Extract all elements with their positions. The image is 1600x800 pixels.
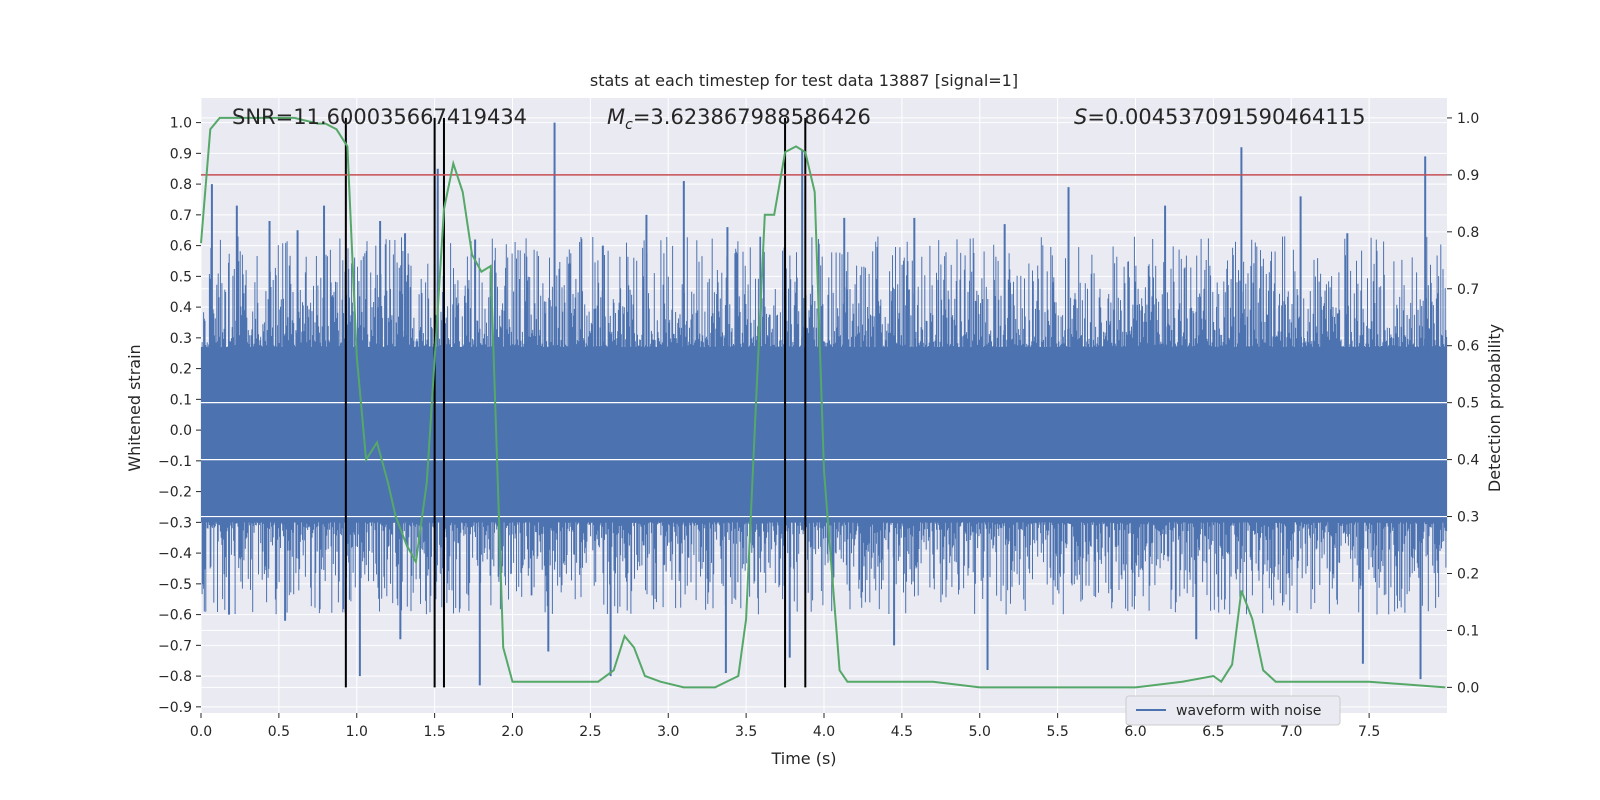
y2-tick-label: 0.7 bbox=[1457, 282, 1479, 298]
x-tick-label: 6.0 bbox=[1124, 724, 1146, 740]
y-tick-label: 0.7 bbox=[170, 208, 192, 224]
y2-tick-label: 0.5 bbox=[1457, 396, 1479, 412]
x-tick-label: 7.0 bbox=[1280, 724, 1302, 740]
y-tick-label: −0.8 bbox=[158, 669, 192, 685]
s-symbol: S bbox=[1074, 105, 1087, 129]
legend-entry-waveform: waveform with noise bbox=[1176, 703, 1321, 719]
x-tick-label: 0.5 bbox=[268, 724, 290, 740]
legend-box bbox=[1125, 695, 1341, 726]
y-axis-label: Whitened strain bbox=[125, 344, 144, 471]
y2-axis-ticks: 0.0 0.1 0.2 0.3 0.4 0.5 0.6 0.7 0.8 0.9 1.0 bbox=[1447, 111, 1479, 696]
x-tick-label: 2.0 bbox=[501, 724, 523, 740]
y-tick-label: 0.3 bbox=[170, 331, 192, 347]
y-tick-label: −0.6 bbox=[158, 608, 192, 624]
chart-title: stats at each timestep for test data 138… bbox=[590, 71, 1018, 90]
x-tick-label: 4.5 bbox=[891, 724, 913, 740]
x-tick-label: 3.0 bbox=[657, 724, 679, 740]
x-tick-label: 0.0 bbox=[190, 724, 212, 740]
y2-tick-label: 0.4 bbox=[1457, 453, 1479, 469]
y-tick-label: 0.8 bbox=[170, 177, 192, 193]
y2-tick-label: 0.8 bbox=[1457, 225, 1479, 241]
y2-tick-label: 0.9 bbox=[1457, 168, 1479, 184]
y-tick-label: 0.1 bbox=[170, 392, 192, 408]
y2-tick-label: 0.3 bbox=[1457, 510, 1479, 526]
x-tick-label: 4.0 bbox=[813, 724, 835, 740]
y-tick-label: 1.0 bbox=[170, 116, 192, 132]
y2-tick-label: 0.2 bbox=[1457, 566, 1479, 582]
y-tick-label: 0.4 bbox=[170, 300, 192, 316]
y2-tick-label: 0.6 bbox=[1457, 339, 1479, 355]
x-tick-label: 6.5 bbox=[1202, 724, 1224, 740]
x-tick-label: 3.5 bbox=[735, 724, 757, 740]
s-annotation: S=0.004537091590464115 bbox=[1074, 105, 1365, 129]
y2-tick-label: 1.0 bbox=[1457, 111, 1479, 127]
mc-annotation: Mc=3.623867988586426 bbox=[607, 105, 871, 133]
probability-line bbox=[200, 116, 1446, 689]
mc-symbol: M bbox=[607, 105, 625, 129]
waveform-trace bbox=[200, 236, 1448, 615]
x-tick-label: 5.5 bbox=[1046, 724, 1068, 740]
y-tick-label: −0.9 bbox=[158, 700, 192, 716]
y-tick-label: −0.1 bbox=[158, 454, 192, 470]
probability-series bbox=[200, 116, 1446, 689]
y-tick-label: 0.2 bbox=[170, 362, 192, 378]
y-tick-label: 0.6 bbox=[170, 239, 192, 255]
y2-tick-label: 0.1 bbox=[1457, 623, 1479, 639]
x-tick-label: 2.5 bbox=[579, 724, 601, 740]
y-tick-label: −0.5 bbox=[158, 577, 192, 593]
x-tick-label: 5.0 bbox=[969, 724, 991, 740]
y-tick-label: −0.4 bbox=[158, 546, 192, 562]
mc-value: =3.623867988586426 bbox=[633, 105, 871, 129]
x-tick-label: 7.5 bbox=[1358, 724, 1380, 740]
y-tick-label: −0.2 bbox=[158, 485, 192, 501]
x-axis-ticks: 0.0 0.5 1.0 1.5 2.0 2.5 3.0 3.5 4.0 4.5 5.0 5.5 6.0 6… bbox=[190, 713, 1380, 740]
mc-subscript: c bbox=[625, 117, 633, 133]
y-tick-label: 0.9 bbox=[170, 146, 192, 162]
y-tick-label: 0.0 bbox=[170, 423, 192, 439]
y-tick-label: −0.3 bbox=[158, 515, 192, 531]
legend: waveform with noise bbox=[1125, 695, 1341, 726]
waveform-series bbox=[200, 122, 1448, 686]
y-tick-label: −0.7 bbox=[158, 638, 192, 654]
y2-tick-label: 0.0 bbox=[1457, 680, 1479, 696]
y2-axis-label: Detection probability bbox=[1485, 324, 1504, 492]
snr-annotation: SNR=11.600035667419434 bbox=[232, 105, 527, 129]
x-axis-label: Time (s) bbox=[770, 749, 836, 768]
y-axis-ticks: −0.9 −0.8 −0.7 −0.6 −0.5 −0.4 −0.3 −0.2 −0.1 0.0 0… bbox=[158, 116, 201, 716]
x-tick-label: 1.0 bbox=[346, 724, 368, 740]
s-value: =0.004537091590464115 bbox=[1087, 105, 1365, 129]
y-tick-label: 0.5 bbox=[170, 269, 192, 285]
x-tick-label: 1.5 bbox=[423, 724, 445, 740]
